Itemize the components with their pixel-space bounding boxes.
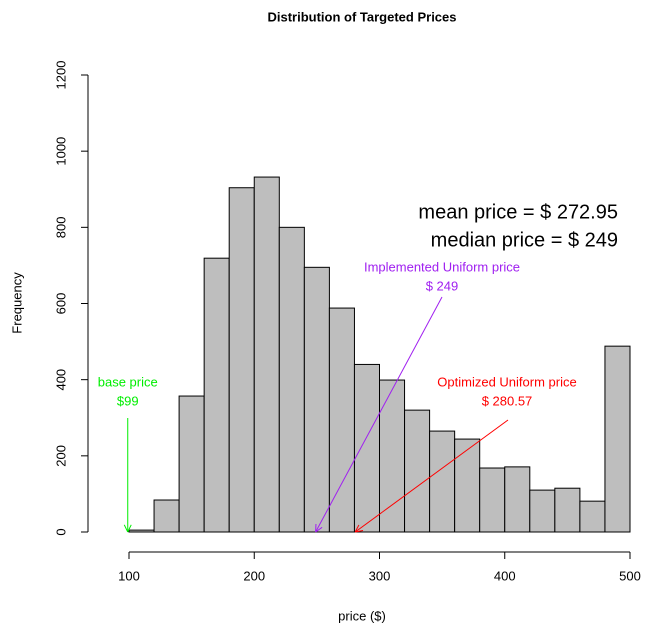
bar	[303, 266, 330, 533]
bar	[278, 226, 305, 533]
chart-title: Distribution of Targeted Prices	[267, 9, 456, 24]
arrow-head	[315, 526, 323, 533]
bar	[379, 379, 406, 533]
x-tick-label: 200	[243, 568, 265, 583]
arrow-head	[354, 524, 360, 533]
bar	[404, 409, 431, 533]
annotation-value: $ 249	[426, 278, 459, 293]
arrow-head	[355, 530, 364, 533]
bar	[504, 466, 531, 533]
x-tick-label: 300	[369, 568, 391, 583]
annotation-value: $99	[117, 393, 139, 408]
y-axis-label: Frequency	[9, 272, 24, 334]
bar	[529, 489, 556, 533]
y-tick-label: 200	[53, 445, 68, 467]
bar	[454, 438, 481, 533]
annotation-label: base price	[98, 374, 158, 389]
y-tick-label: 400	[53, 369, 68, 391]
bar	[128, 529, 155, 533]
y-tick-label: 1000	[53, 137, 68, 166]
y-tick-label: 0	[53, 528, 68, 535]
annotation-arrow	[354, 419, 509, 533]
x-tick-label: 500	[619, 568, 641, 583]
bar	[203, 257, 230, 533]
arrow-head	[127, 524, 132, 533]
bar	[479, 467, 506, 533]
annotation-label: Optimized Uniform price	[437, 374, 576, 389]
bar	[153, 499, 180, 533]
stat-label: median price = $ 249	[431, 229, 618, 251]
annotation-label: Implemented Uniform price	[364, 259, 520, 274]
arrow-head	[123, 524, 129, 533]
x-tick-label: 400	[494, 568, 516, 583]
annotation-arrow	[315, 296, 443, 533]
bar	[604, 345, 631, 533]
bar	[353, 363, 381, 533]
bar	[178, 395, 205, 533]
bar	[228, 187, 255, 533]
bar	[579, 500, 606, 533]
y-tick-label: 600	[53, 293, 68, 315]
x-axis-label: price ($)	[338, 608, 386, 623]
bar	[429, 430, 456, 533]
annotation-value: $ 280.57	[482, 393, 533, 408]
stat-label: mean price = $ 272.95	[418, 201, 618, 223]
y-tick-label: 1200	[53, 61, 68, 90]
x-tick-label: 100	[118, 568, 140, 583]
y-tick-label: 800	[53, 216, 68, 238]
bar	[253, 176, 280, 533]
bar	[554, 487, 581, 533]
